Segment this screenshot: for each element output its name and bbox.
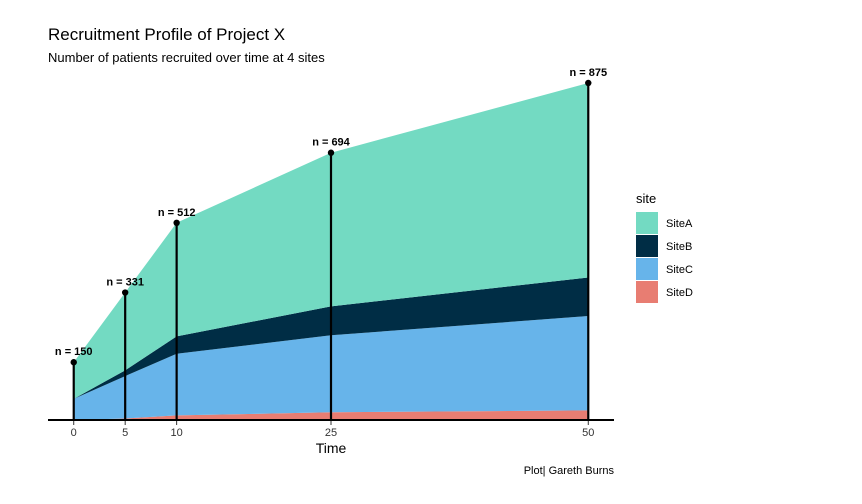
chart-caption: Plot| Gareth Burns: [524, 465, 615, 477]
total-point: [327, 149, 335, 156]
total-point: [585, 79, 592, 87]
total-point: [121, 289, 129, 296]
legend-swatch-siteb: [636, 235, 658, 257]
legend-label: SiteB: [666, 241, 692, 253]
x-tick-label: 25: [325, 427, 337, 439]
x-tick-label: 50: [582, 427, 594, 439]
legend-swatch-sitea: [636, 212, 658, 234]
legend-swatch-sitec: [636, 258, 658, 280]
total-label: n = 331: [106, 277, 144, 289]
total-label: n = 150: [55, 346, 93, 358]
x-axis-ticks: 0 5 10 25 50: [71, 421, 594, 439]
total-label: n = 694: [312, 137, 350, 149]
legend-label: SiteA: [666, 218, 693, 230]
total-point: [70, 359, 77, 366]
total-label: n = 512: [158, 207, 196, 219]
legend-label: SiteC: [666, 264, 693, 276]
legend-title: site: [636, 191, 656, 206]
legend-swatch-sited: [636, 281, 658, 303]
x-tick-label: 10: [171, 427, 183, 439]
chart-subtitle: Number of patients recruited over time a…: [48, 50, 325, 65]
x-axis-label: Time: [316, 440, 347, 456]
area-siteb: [73, 277, 589, 399]
total-point: [173, 219, 180, 227]
total-label: n = 875: [569, 67, 607, 79]
total-stems: n = 150 n = 331 n = 512 n = 694 n = 875: [55, 67, 607, 420]
chart-title: Recruitment Profile of Project X: [48, 25, 285, 44]
legend-label: SiteD: [666, 287, 693, 299]
x-tick-label: 5: [122, 427, 128, 439]
legend: site SiteA SiteB SiteC SiteD: [636, 191, 693, 303]
x-tick-label: 0: [71, 427, 77, 439]
